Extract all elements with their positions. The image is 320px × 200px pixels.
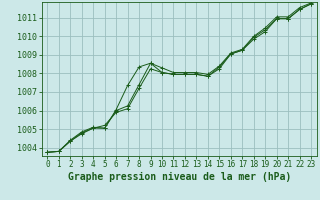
X-axis label: Graphe pression niveau de la mer (hPa): Graphe pression niveau de la mer (hPa) (68, 172, 291, 182)
